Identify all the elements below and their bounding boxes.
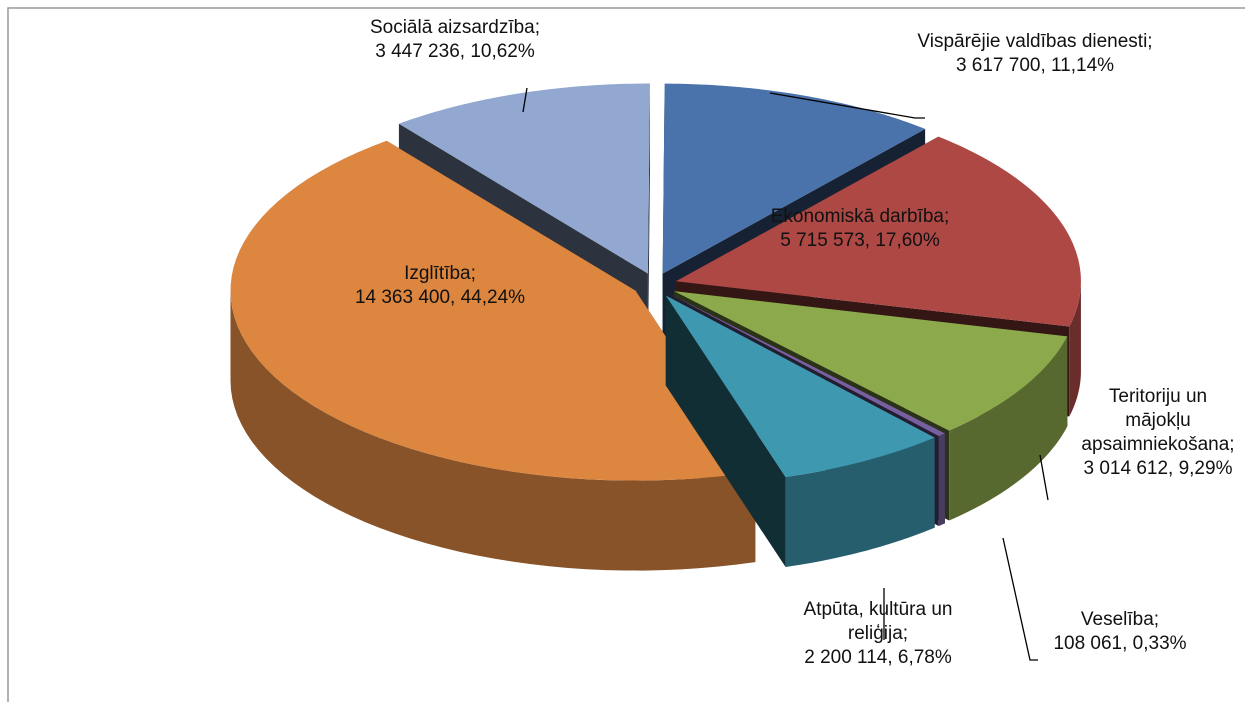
frame xyxy=(7,7,1245,702)
leader-line xyxy=(522,87,528,113)
data-label: Izglītība; 14 363 400, 44,24% xyxy=(320,262,560,310)
slice-side xyxy=(785,437,935,568)
slice-side xyxy=(949,336,1068,521)
leader-line xyxy=(1039,454,1049,501)
slice-side xyxy=(230,290,756,571)
category-label: Teritoriju un mājokļu apsaimniekošana; xyxy=(1081,386,1235,455)
data-label: Veselība; 108 061, 0,33% xyxy=(1020,608,1220,656)
category-label: Izglītība; xyxy=(404,263,476,284)
slice-side xyxy=(938,433,945,527)
slice-top xyxy=(230,140,756,481)
slice-top xyxy=(675,136,1081,327)
category-label: Veselība; xyxy=(1080,609,1160,630)
value-label: 14 363 400, 44,24% xyxy=(354,287,526,308)
slice-top xyxy=(673,291,1068,431)
leader-line xyxy=(1002,537,1038,661)
slice-top xyxy=(665,295,935,478)
slice-side xyxy=(1069,281,1081,417)
slice-top xyxy=(662,83,926,274)
category-label: Sociālā aizsardzība; xyxy=(369,17,541,38)
value-label: 3 447 236, 10,62% xyxy=(375,41,535,62)
value-label: 108 061, 0,33% xyxy=(1053,633,1187,654)
data-label: Ekonomiskā darbība; 5 715 573, 17,60% xyxy=(740,205,980,253)
slice-wall xyxy=(647,83,650,364)
value-label: 5 715 573, 17,60% xyxy=(780,230,940,251)
data-label: Sociālā aizsardzība; 3 447 236, 10,62% xyxy=(325,16,585,64)
category-label: Atpūta, kultūra un reliģija; xyxy=(803,599,953,644)
category-label: Ekonomiskā darbība; xyxy=(770,206,950,227)
slice-top xyxy=(398,83,650,274)
leader-line xyxy=(769,92,925,119)
slice-top xyxy=(669,293,945,437)
value-label: 3 617 700, 11,14% xyxy=(955,55,1115,76)
value-label: 2 200 114, 6,78% xyxy=(804,647,952,668)
data-label: Vispārējie valdības dienesti; 3 617 700, … xyxy=(915,30,1155,78)
value-label: 3 014 612, 9,29% xyxy=(1083,458,1233,479)
slice xyxy=(665,295,935,568)
data-label: Atpūta, kultūra un reliģija; 2 200 114, 6… xyxy=(788,598,968,670)
category-label: Vispārējie valdības dienesti; xyxy=(917,31,1153,52)
data-label: Teritoriju un mājokļu apsaimniekošana; 3 … xyxy=(1081,385,1234,481)
slice-wall xyxy=(665,295,786,568)
